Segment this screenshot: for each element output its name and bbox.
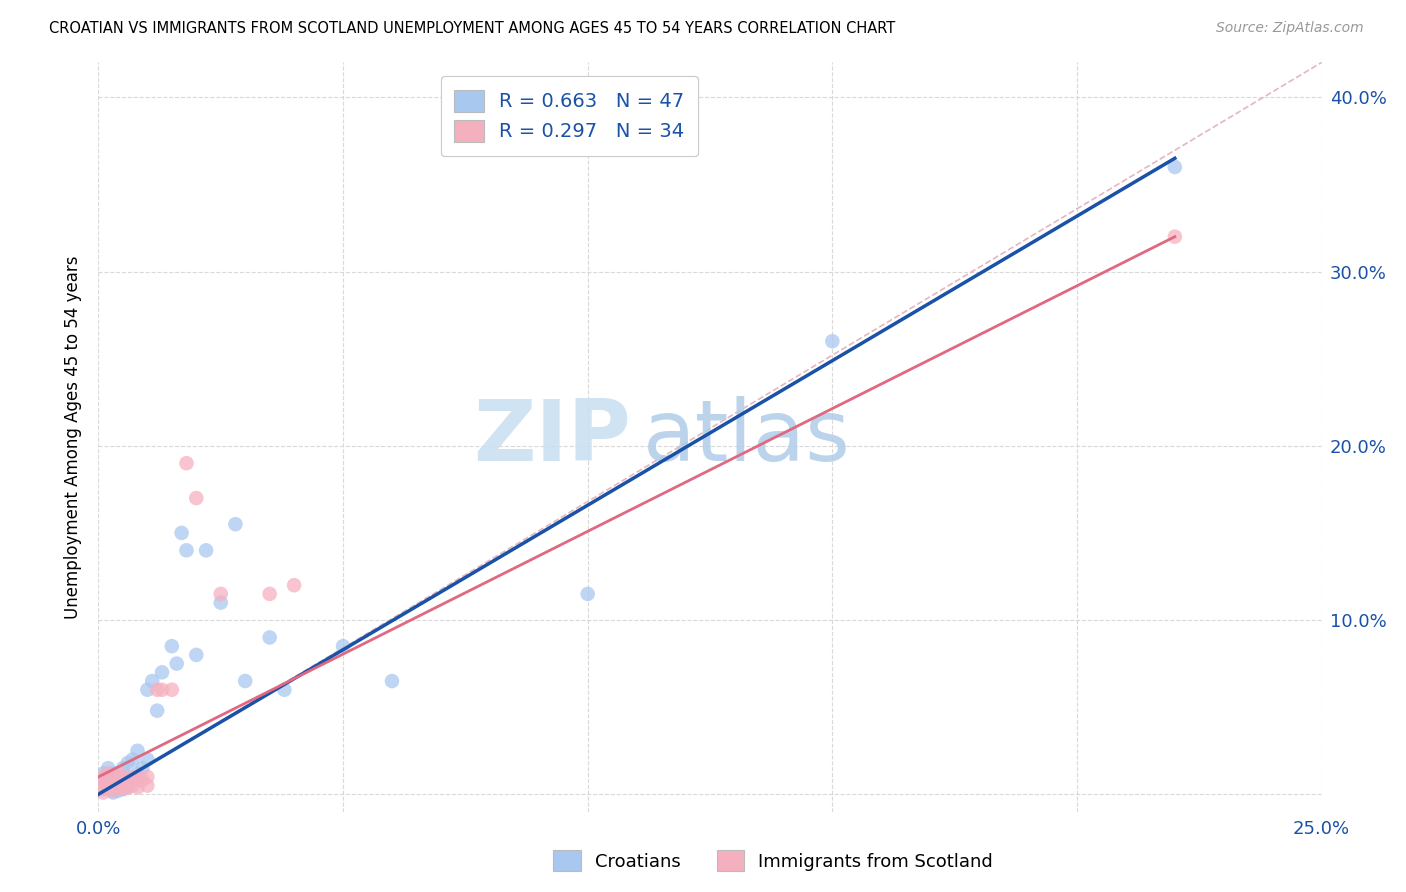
Point: [107, 779, 129, 793]
Point: [91, 786, 114, 800]
Point: [136, 779, 159, 793]
Point: [1164, 229, 1187, 244]
Point: [101, 766, 124, 780]
Point: [136, 752, 159, 766]
Point: [821, 334, 844, 349]
Point: [121, 773, 143, 788]
Point: [117, 756, 139, 770]
Text: Source: ZipAtlas.com: Source: ZipAtlas.com: [1216, 21, 1364, 36]
Point: [576, 587, 599, 601]
Point: [127, 766, 149, 780]
Point: [91, 766, 114, 780]
Text: atlas: atlas: [643, 395, 851, 479]
Point: [160, 639, 183, 653]
Point: [101, 770, 124, 784]
Point: [111, 773, 134, 788]
Point: [259, 587, 281, 601]
Point: [111, 782, 134, 797]
Point: [107, 773, 129, 788]
Point: [186, 491, 208, 505]
Point: [101, 773, 124, 788]
Point: [146, 704, 169, 718]
Point: [121, 770, 143, 784]
Point: [131, 761, 153, 775]
Point: [97, 780, 120, 795]
Y-axis label: Unemployment Among Ages 45 to 54 years: Unemployment Among Ages 45 to 54 years: [63, 255, 82, 619]
Point: [150, 665, 173, 680]
Point: [283, 578, 305, 592]
Point: [97, 773, 120, 788]
Point: [97, 777, 120, 791]
Point: [91, 777, 114, 791]
Text: CROATIAN VS IMMIGRANTS FROM SCOTLAND UNEMPLOYMENT AMONG AGES 45 TO 54 YEARS CORR: CROATIAN VS IMMIGRANTS FROM SCOTLAND UNE…: [49, 21, 896, 37]
Point: [91, 782, 114, 797]
Point: [127, 770, 149, 784]
Point: [117, 780, 139, 795]
Point: [107, 770, 129, 784]
Point: [111, 782, 134, 797]
Point: [97, 770, 120, 784]
Point: [97, 761, 120, 775]
Point: [101, 782, 124, 797]
Point: [195, 543, 218, 558]
Point: [91, 770, 114, 784]
Point: [121, 752, 143, 766]
Point: [186, 648, 208, 662]
Point: [166, 657, 188, 671]
Point: [170, 525, 193, 540]
Point: [91, 782, 114, 797]
Point: [111, 761, 134, 775]
Point: [111, 777, 134, 791]
Point: [107, 784, 129, 798]
Point: [101, 779, 124, 793]
Point: [107, 780, 129, 795]
Point: [160, 682, 183, 697]
Point: [136, 770, 159, 784]
Point: [233, 673, 256, 688]
Point: [136, 682, 159, 697]
Point: [1164, 160, 1187, 174]
Point: [97, 766, 120, 780]
Legend: Croatians, Immigrants from Scotland: Croatians, Immigrants from Scotland: [547, 843, 1000, 879]
Point: [176, 543, 198, 558]
Point: [273, 682, 295, 697]
Point: [91, 773, 114, 788]
Point: [101, 786, 124, 800]
Legend: R = 0.663   N = 47, R = 0.297   N = 34: R = 0.663 N = 47, R = 0.297 N = 34: [441, 76, 697, 156]
Point: [176, 456, 198, 470]
Point: [117, 770, 139, 784]
Point: [146, 682, 169, 697]
Point: [117, 773, 139, 788]
Point: [150, 682, 173, 697]
Point: [111, 770, 134, 784]
Point: [141, 673, 163, 688]
Point: [209, 596, 232, 610]
Point: [97, 782, 120, 797]
Point: [91, 779, 114, 793]
Point: [101, 784, 124, 798]
Point: [332, 639, 354, 653]
Point: [209, 587, 232, 601]
Point: [117, 780, 139, 795]
Point: [127, 780, 149, 795]
Point: [121, 779, 143, 793]
Point: [127, 744, 149, 758]
Point: [259, 631, 281, 645]
Point: [224, 517, 246, 532]
Text: ZIP: ZIP: [472, 395, 630, 479]
Point: [131, 773, 153, 788]
Point: [381, 673, 404, 688]
Point: [107, 766, 129, 780]
